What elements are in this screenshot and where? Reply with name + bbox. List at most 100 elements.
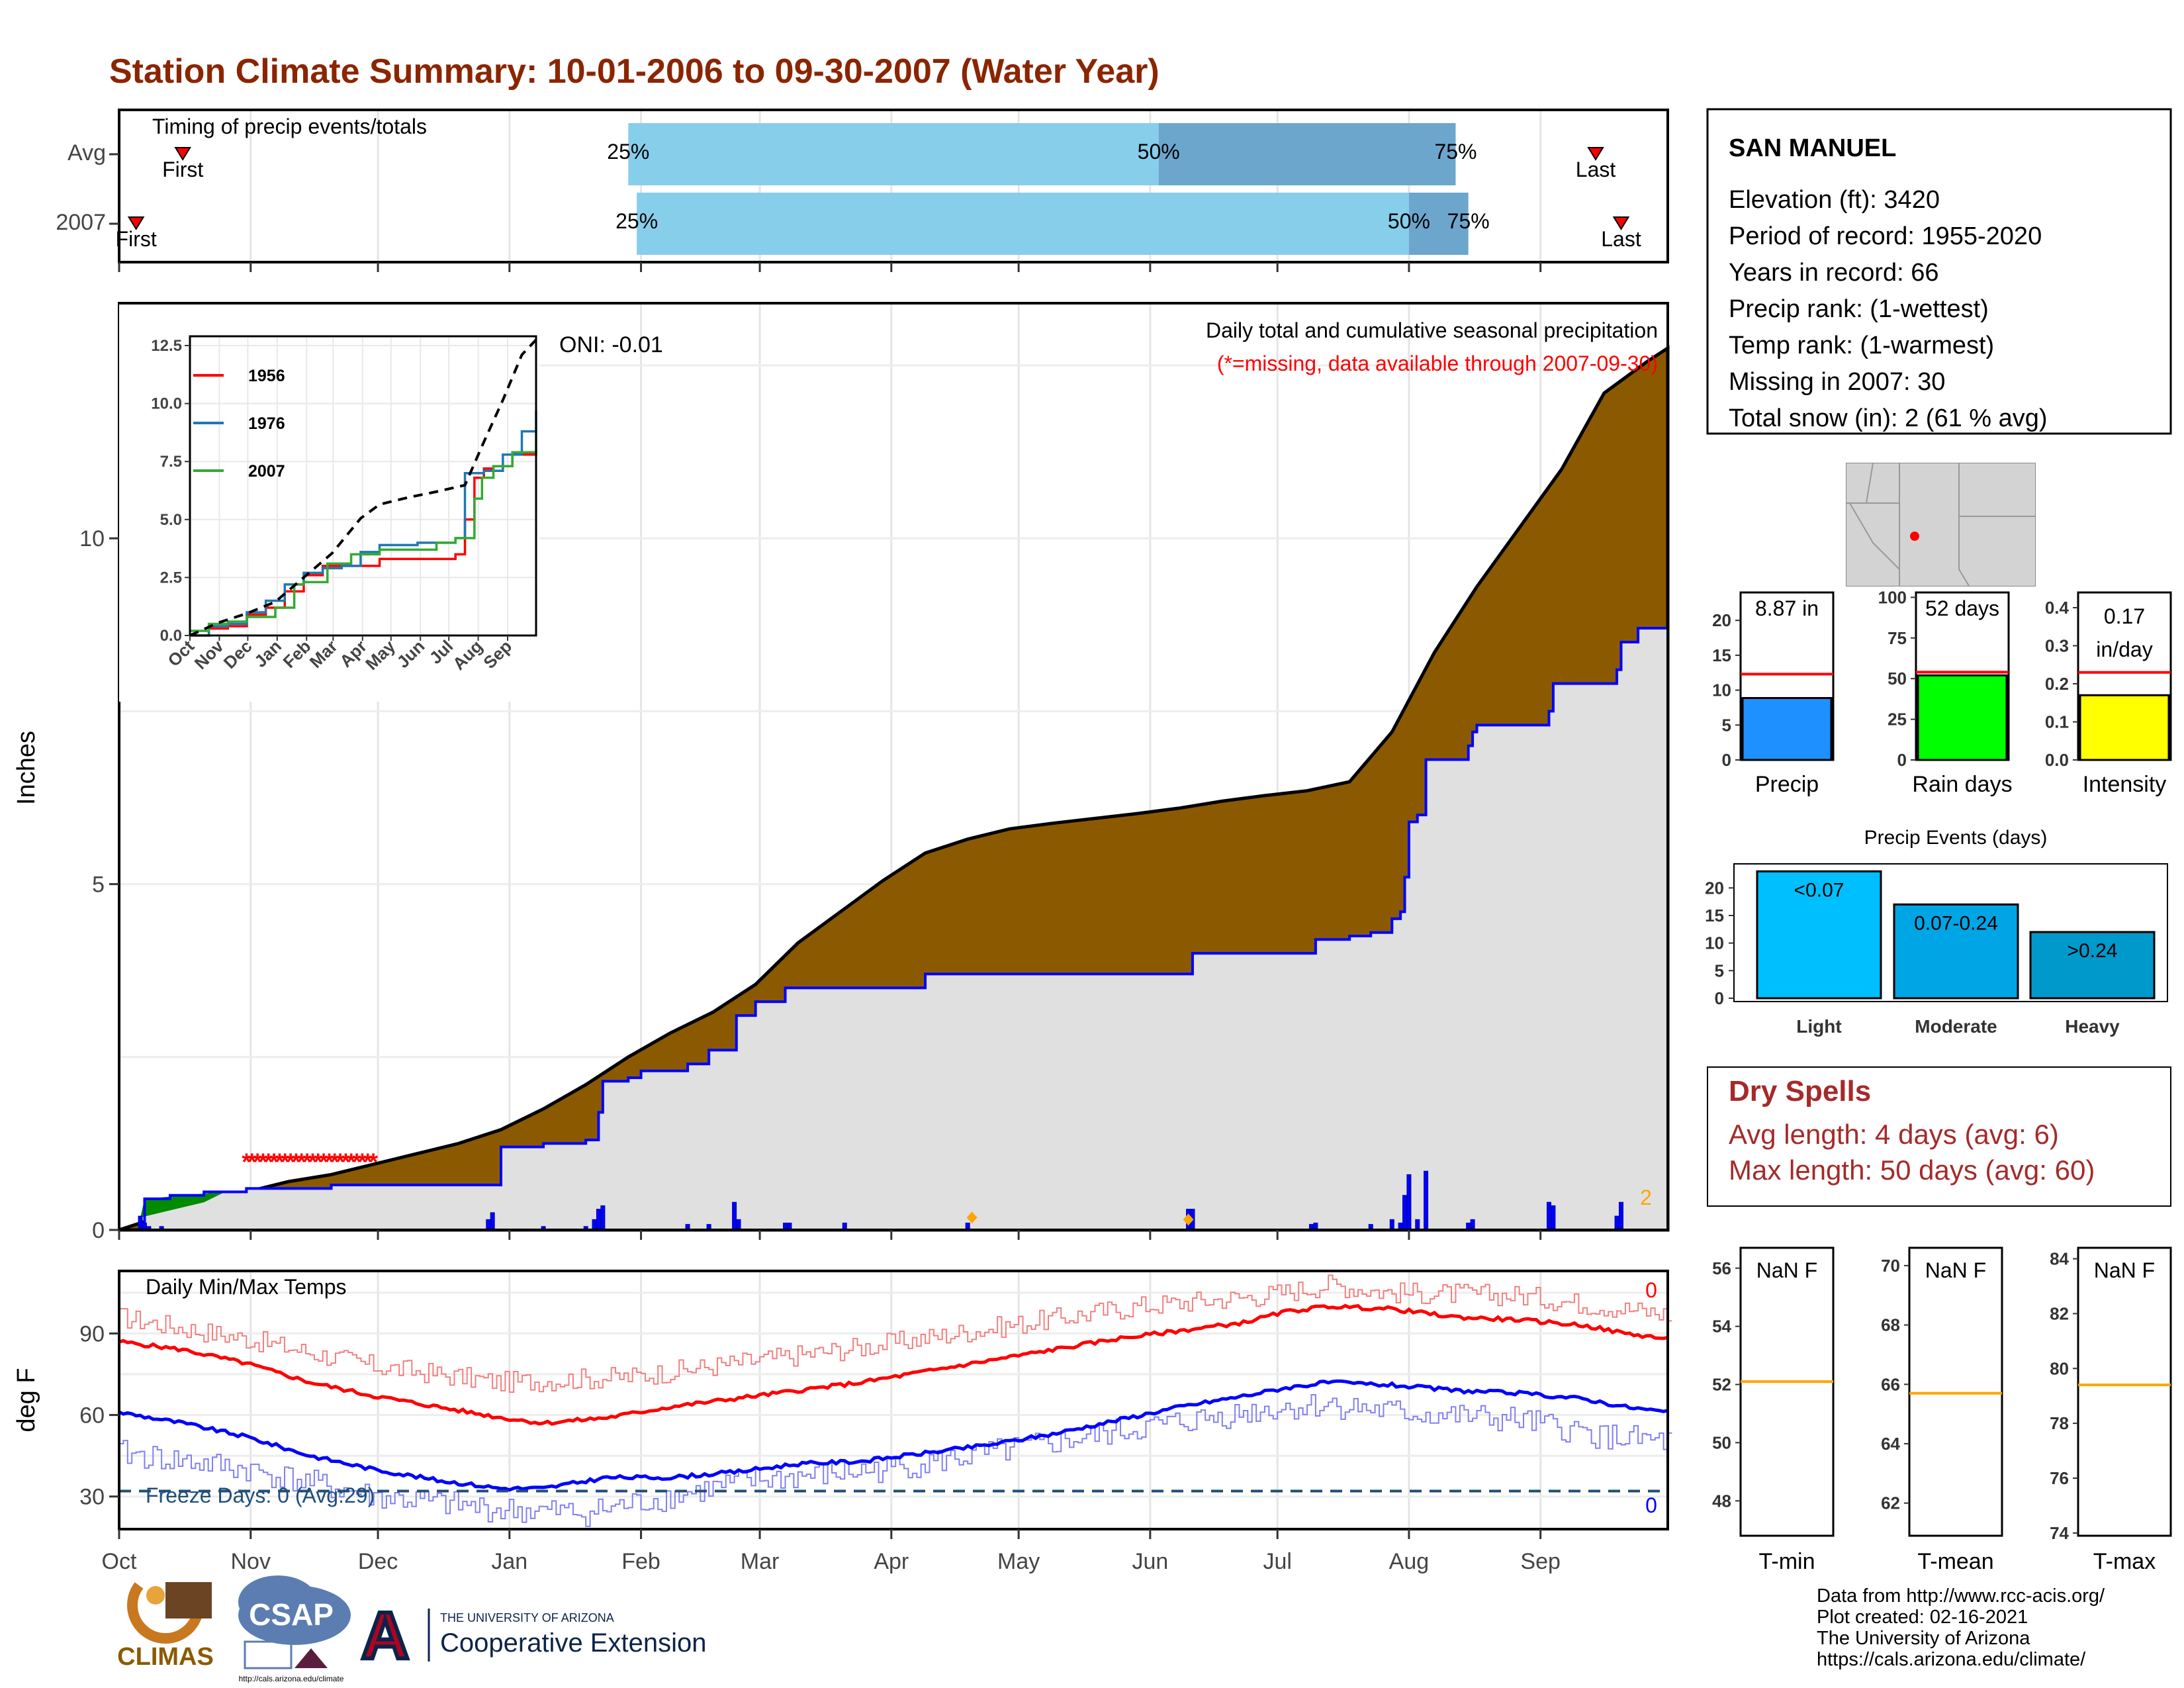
locator-map — [1846, 463, 2036, 586]
mini-ytick-label: 0.1 — [2045, 712, 2069, 732]
ua-logo: A THE UNIVERSITY OF ARIZONA Cooperative … — [359, 1597, 707, 1675]
events-ytick-label: 15 — [1705, 906, 1724, 925]
temp-value-label: NaN F — [1756, 1258, 1817, 1282]
ua-name: THE UNIVERSITY OF ARIZONA — [440, 1611, 614, 1624]
temps-panel: 30 60 90 Daily Min/Max Temps Freeze Days: … — [13, 1270, 1672, 1574]
mini-value-label: 8.87 in — [1755, 596, 1819, 620]
last-event-label: Last — [1601, 227, 1641, 251]
missing-data-marker: * — [319, 1149, 328, 1176]
daily-precip-bar — [732, 1201, 737, 1231]
legend-label: 1956 — [248, 367, 285, 385]
missing-data-marker: * — [352, 1149, 361, 1176]
mini-ytick-label: 0.4 — [2045, 598, 2070, 618]
timing-bar-25-50 — [637, 193, 1409, 255]
event-category-label: Moderate — [1915, 1016, 1997, 1037]
first-event-marker — [174, 147, 191, 161]
daily-precip-bar — [1546, 1201, 1551, 1231]
missing-data-marker: * — [336, 1149, 345, 1176]
events-ytick-label: 0 — [1715, 988, 1724, 1008]
inset-ytick-label: 12.5 — [151, 337, 182, 355]
daily-precip-bar — [1614, 1215, 1619, 1231]
precip-title: Daily total and cumulative seasonal prec… — [1206, 318, 1658, 342]
precip-events-chart: Precip Events (days) 0 5 10 15 20 <0.07 Light 0… — [1705, 827, 2168, 1037]
temp-ytick-label: 74 — [2050, 1523, 2069, 1543]
page-title: Station Climate Summary: 10-01-2006 to 0… — [109, 52, 1160, 91]
last-event-marker — [1612, 216, 1630, 230]
cumulative-ytd-area — [119, 616, 1668, 1230]
timing-p75-label: 75% — [1434, 140, 1477, 164]
temp-ytick-label: 50 — [1712, 1432, 1731, 1452]
temp-ytick-label: 52 — [1712, 1375, 1731, 1395]
missing-data-marker: * — [347, 1149, 356, 1176]
missing-data-marker: * — [314, 1149, 323, 1176]
first-event-label: First — [162, 158, 203, 181]
missing-data-marker: * — [269, 1149, 279, 1176]
events-title: Precip Events (days) — [1864, 827, 2048, 849]
precip-subtitle: (*=missing, data available through 2007-… — [1217, 352, 1658, 375]
snow-event-marker — [1183, 1213, 1194, 1226]
temp-ytick-label: 76 — [2050, 1468, 2069, 1488]
footer: CLIMAS CSAP http://cals.arizona.edu/clim… — [117, 1575, 2105, 1683]
missing-data-marker: * — [248, 1149, 257, 1176]
event-bar — [2029, 931, 2156, 1000]
event-bar — [1756, 870, 1882, 1000]
mini-value-bar — [1917, 674, 2008, 761]
station-info-line: Period of record: 1955-2020 — [1729, 222, 2042, 250]
temps-ytick-label: 60 — [79, 1403, 105, 1429]
missing-data-marker: * — [253, 1149, 262, 1176]
temp-ytick-label: 56 — [1712, 1258, 1731, 1278]
dry-spells-box: Dry Spells Avg length: 4 days (avg: 6) M… — [1707, 1066, 2171, 1207]
last-event-marker — [1587, 147, 1604, 161]
missing-data-marker: * — [264, 1149, 273, 1176]
station-info-line: Total snow (in): 2 (61 % avg) — [1729, 404, 2048, 432]
month-label: Aug — [1389, 1549, 1430, 1574]
temp-ytick-label: 82 — [2050, 1303, 2069, 1323]
cumulative-ytd-line — [119, 616, 1669, 1231]
temp-ytick-label: 84 — [2050, 1249, 2069, 1269]
first-event-label: First — [116, 227, 157, 251]
mini-ytick-label: 20 — [1712, 610, 1731, 630]
min-record-count: 0 — [1645, 1493, 1657, 1517]
temp-value-label: NaN F — [1925, 1258, 1986, 1282]
daily-precip-bar — [600, 1205, 606, 1231]
snow-count-label: 2 — [1640, 1186, 1652, 1209]
mini-value-label: 52 days — [1925, 596, 1999, 620]
month-label: Oct — [102, 1549, 137, 1574]
inset-avg-line — [189, 338, 537, 637]
temp-ytick-label: 64 — [1881, 1434, 1900, 1454]
mini-charts: 0 5 10 15 20 8.87 in Precip 0 25 50 75 100 52 days Ra… — [1712, 587, 2172, 797]
csap-logo-text: CSAP — [249, 1597, 334, 1632]
missing-data-marker: * — [286, 1149, 295, 1176]
timing-bar-50-75 — [1158, 123, 1456, 185]
station-info-box: SAN MANUEL Elevation (ft): 3420 Period of… — [1706, 108, 2172, 435]
temp-box-label: T-max — [2093, 1549, 2156, 1574]
mini-chart-label: Intensity — [2083, 772, 2167, 797]
month-label: Jan — [491, 1549, 527, 1574]
month-label: Nov — [231, 1549, 271, 1574]
max-record-count: 0 — [1645, 1278, 1657, 1302]
snow-event-marker — [966, 1211, 978, 1224]
temp-ytick-label: 78 — [2050, 1413, 2069, 1433]
mini-ytick-label: 5 — [1722, 715, 1731, 735]
mini-ytick-label: 0 — [1897, 750, 1907, 770]
temp-box-frame — [1908, 1246, 2003, 1537]
missing-data-marker: * — [291, 1149, 300, 1176]
event-category-label: Light — [1796, 1016, 1841, 1037]
observed-min-temp-line — [119, 1394, 1672, 1527]
timing-p75-label: 75% — [1447, 209, 1490, 233]
missing-data-marker: * — [297, 1149, 306, 1176]
inset-ytick-label: 5.0 — [160, 511, 182, 529]
temp-ytick-label: 68 — [1881, 1315, 1900, 1335]
mini-value-bar — [1741, 696, 1833, 761]
temp-ytick-label: 80 — [2050, 1358, 2069, 1378]
station-info-line: Temp rank: (1-warmest) — [1729, 332, 1994, 359]
temp-ytick-label: 48 — [1712, 1491, 1731, 1511]
temp-value-label: NaN F — [2094, 1258, 2155, 1282]
avg-max-temp-line — [118, 1303, 1668, 1426]
state-shapes — [1846, 463, 2035, 586]
precip-ytick-label: 5 — [92, 872, 105, 898]
timing-bar-50-75 — [1408, 193, 1469, 255]
mini-value-label: 0.17 — [2104, 604, 2145, 628]
mini-value-bar — [2079, 694, 2170, 761]
